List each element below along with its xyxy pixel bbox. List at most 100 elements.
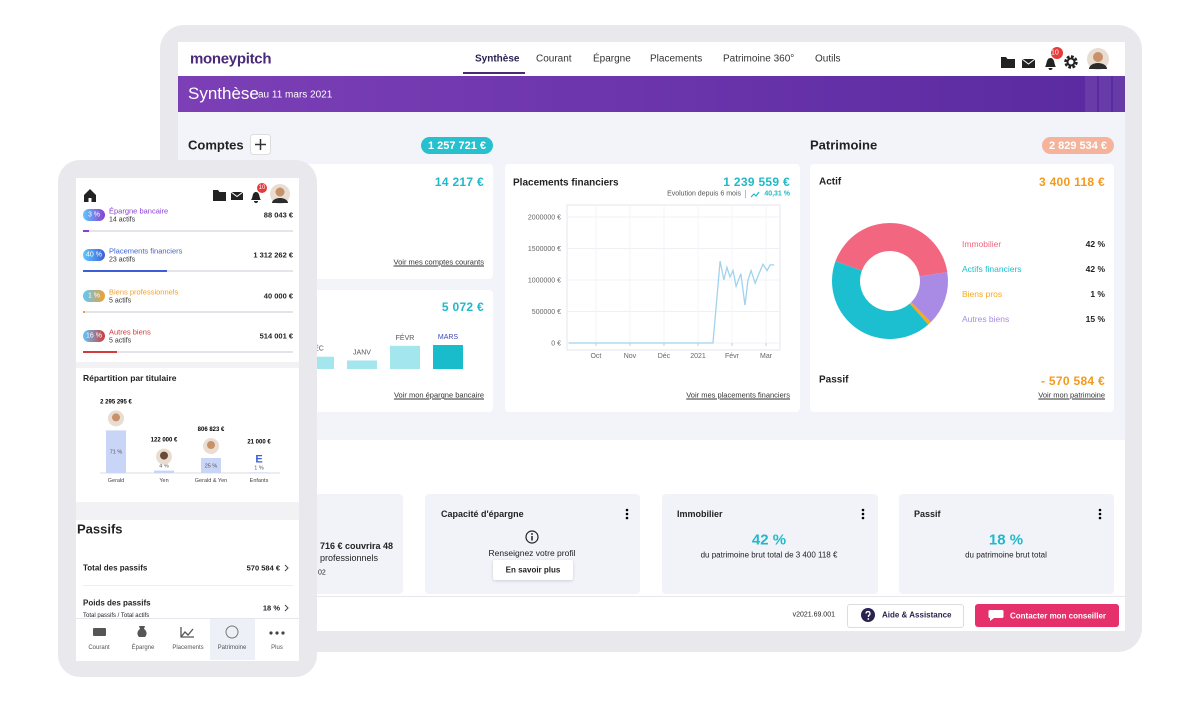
circle-shape bbox=[861, 516, 865, 520]
nav-tab[interactable]: Synthèse bbox=[475, 53, 520, 65]
header-icons bbox=[1001, 47, 1109, 70]
menu-icon[interactable] bbox=[624, 508, 630, 522]
section-title: Patrimoine bbox=[810, 137, 878, 153]
x-tick-label: Nov bbox=[624, 353, 637, 360]
badge-count: 10 bbox=[258, 185, 266, 191]
x-tick-label: Févr bbox=[725, 353, 740, 360]
folder-icon[interactable] bbox=[1001, 57, 1015, 68]
share-label: 16 % bbox=[86, 332, 102, 340]
add-button[interactable] bbox=[250, 134, 271, 155]
holder-name: Yen bbox=[159, 478, 168, 484]
nav-tab[interactable]: Courant bbox=[536, 53, 572, 65]
circle-shape bbox=[1098, 516, 1102, 520]
link[interactable]: Voir mes comptes courants bbox=[393, 257, 484, 267]
bar-label: ÉC bbox=[314, 344, 324, 353]
donut-slice bbox=[832, 261, 929, 339]
chevron[interactable] bbox=[284, 604, 289, 612]
holders-chart: 71 % 2 295 295 € Gerald 4 % 122 000 € Yen 25 %… bbox=[100, 399, 280, 484]
footer bbox=[178, 596, 1125, 631]
row-value: 18 % bbox=[262, 603, 280, 613]
banner-title: Synthèse bbox=[188, 84, 259, 103]
bell-icon[interactable] bbox=[1045, 58, 1056, 70]
top-nav bbox=[178, 42, 1125, 76]
bar-label: MARS bbox=[438, 334, 459, 341]
evolution: 40,31 % bbox=[764, 190, 790, 198]
nav-icon[interactable] bbox=[180, 627, 194, 638]
menu-icon[interactable] bbox=[1097, 508, 1103, 522]
widget-text: du patrimoine brut total bbox=[965, 550, 1047, 560]
logo[interactable]: moneypitch bbox=[190, 50, 272, 68]
share-label: 1 % bbox=[87, 292, 101, 300]
circle-shape bbox=[1093, 52, 1103, 62]
progress-track bbox=[83, 270, 293, 273]
path-shape bbox=[1089, 63, 1107, 69]
amount: 3 400 118 € bbox=[1038, 175, 1105, 189]
widget-title: Capacité d'épargne bbox=[441, 509, 524, 519]
holder-amount: 806 823 € bbox=[198, 427, 225, 433]
settings-icon[interactable] bbox=[1064, 55, 1078, 69]
button-label[interactable]: En savoir plus bbox=[505, 565, 561, 575]
legend-value: 1 % bbox=[1090, 289, 1105, 299]
amount: 14 217 € bbox=[434, 175, 484, 189]
share-pill bbox=[83, 289, 105, 302]
row-value: 570 584 € bbox=[246, 563, 280, 573]
path-shape bbox=[1021, 58, 1036, 65]
row-separator bbox=[83, 585, 293, 586]
help-label[interactable]: Aide & Assistance bbox=[882, 610, 952, 620]
legend-label: Autres biens bbox=[962, 314, 1010, 324]
asset-amount: 514 001 € bbox=[259, 331, 293, 341]
contact-button[interactable] bbox=[975, 604, 1119, 627]
row-label[interactable]: Poids des passifs bbox=[83, 598, 151, 608]
card-title: Actif bbox=[819, 176, 842, 188]
line-chart: 0 € 500000 € 1000000 € 1500000 € 2000000 € Oc… bbox=[528, 204, 781, 360]
contact-label[interactable]: Contacter mon conseiller bbox=[1010, 611, 1107, 620]
banner bbox=[178, 76, 1125, 112]
path-shape bbox=[988, 610, 1004, 621]
folder-icon[interactable] bbox=[213, 190, 226, 201]
section-title: Comptes bbox=[188, 137, 244, 153]
link[interactable]: Voir mon épargne bancaire bbox=[393, 390, 484, 400]
circle-shape bbox=[861, 512, 865, 516]
nav-label[interactable]: Épargne bbox=[131, 645, 155, 651]
bar bbox=[201, 458, 221, 473]
nav-icon[interactable] bbox=[269, 631, 273, 635]
amount: 5 072 € bbox=[441, 300, 484, 314]
separator bbox=[745, 190, 746, 198]
menu-icon[interactable] bbox=[860, 508, 866, 522]
share-pill bbox=[83, 329, 105, 342]
nav-label[interactable]: Placements bbox=[172, 645, 204, 651]
home-icon[interactable] bbox=[84, 189, 96, 202]
nav-tab[interactable]: Épargne bbox=[593, 53, 631, 65]
amount: - 570 584 € bbox=[1040, 374, 1105, 388]
share-label: 40 % bbox=[86, 251, 102, 259]
nav-icon[interactable] bbox=[225, 625, 239, 639]
total-pill bbox=[421, 137, 493, 154]
help-icon[interactable] bbox=[861, 608, 875, 622]
link[interactable]: Voir mes placements financiers bbox=[686, 390, 790, 400]
nav-tab[interactable]: Patrimoine 360° bbox=[723, 53, 795, 65]
bar bbox=[106, 430, 126, 473]
divider bbox=[76, 502, 299, 520]
nav-icon[interactable] bbox=[137, 626, 147, 637]
share-label: 3 % bbox=[87, 211, 101, 219]
share-pill bbox=[83, 249, 105, 262]
card-title: Passif bbox=[819, 374, 849, 386]
nav-label[interactable]: Plus bbox=[271, 645, 283, 651]
section-title: Passifs bbox=[77, 521, 123, 537]
chevron[interactable] bbox=[284, 564, 289, 572]
nav-tab[interactable]: Outils bbox=[815, 53, 841, 65]
share-pill bbox=[83, 209, 105, 221]
nav-label[interactable]: Courant bbox=[88, 645, 110, 651]
path-shape bbox=[255, 139, 266, 150]
nav-label[interactable]: Patrimoine bbox=[217, 645, 247, 651]
circle-shape bbox=[1066, 57, 1076, 67]
nav-icon[interactable] bbox=[93, 628, 106, 636]
chat-icon[interactable] bbox=[988, 609, 1004, 622]
row-label[interactable]: Total des passifs bbox=[83, 563, 148, 573]
nav-tab[interactable]: Placements bbox=[650, 53, 703, 65]
bell-icon[interactable] bbox=[251, 192, 261, 203]
button[interactable] bbox=[493, 560, 573, 580]
tab-underline bbox=[463, 72, 525, 74]
x-tick-label: Mar bbox=[760, 353, 773, 360]
link[interactable]: Voir mon patrimoine bbox=[1038, 390, 1105, 400]
